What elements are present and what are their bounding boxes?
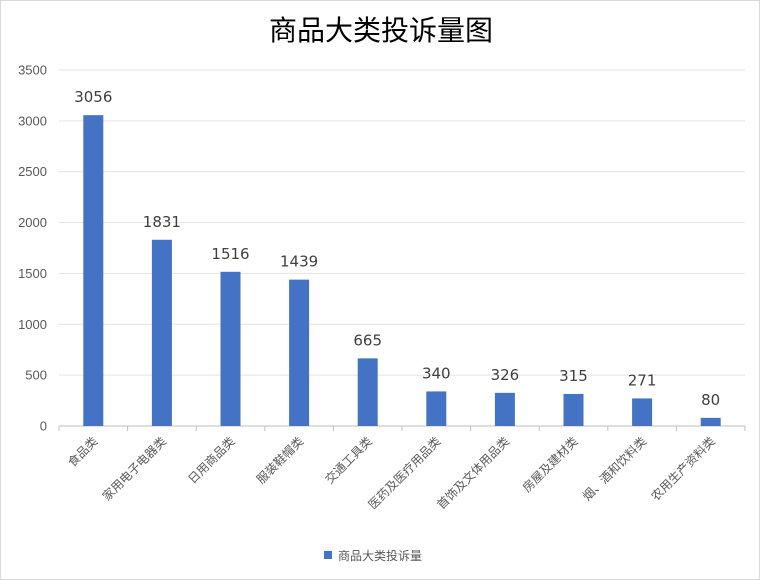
data-label: 315 bbox=[559, 367, 588, 385]
data-label: 326 bbox=[491, 366, 520, 384]
y-axis-ticks: 0 500 1000 1500 2000 2500 3000 3500 bbox=[18, 63, 47, 434]
y-tick-label: 500 bbox=[25, 368, 47, 383]
y-tick-label: 3000 bbox=[18, 113, 47, 128]
y-tick-label: 2000 bbox=[18, 215, 47, 230]
x-tick-label: 服装鞋帽类 bbox=[253, 434, 306, 487]
x-tick-label: 食品类 bbox=[64, 434, 100, 470]
legend: 商品大类投诉量 bbox=[324, 548, 422, 563]
bar bbox=[632, 398, 653, 426]
bar bbox=[220, 271, 241, 426]
data-label: 3056 bbox=[74, 88, 112, 106]
bar bbox=[289, 279, 310, 426]
bar bbox=[83, 115, 104, 427]
bar bbox=[151, 239, 172, 426]
y-tick-label: 2500 bbox=[18, 164, 47, 179]
data-label: 1439 bbox=[280, 253, 318, 271]
x-tick-label: 家用电子电器类 bbox=[99, 434, 169, 504]
y-tick-label: 0 bbox=[40, 419, 47, 434]
data-labels: 3056 1831 1516 1439 665 340 326 315 271 80 bbox=[74, 88, 720, 409]
x-axis-ticks: 食品类 家用电子电器类 日用商品类 服装鞋帽类 交通工具类医药及医疗用品类首饰及文体用品… bbox=[58, 426, 746, 512]
data-label: 665 bbox=[353, 331, 382, 349]
y-tick-label: 1500 bbox=[18, 266, 47, 281]
data-label: 80 bbox=[701, 391, 720, 409]
data-label: 1516 bbox=[211, 245, 249, 263]
data-label: 340 bbox=[422, 364, 451, 382]
chart-title: 商品大类投诉量图 bbox=[269, 14, 493, 47]
bar bbox=[700, 417, 721, 426]
legend-label: 商品大类投诉量 bbox=[338, 548, 422, 563]
bars bbox=[83, 115, 721, 427]
x-tick-label: 烟、酒和饮料类 bbox=[580, 434, 649, 503]
bar bbox=[426, 391, 447, 426]
x-tick-label: 农用生产资料类 bbox=[649, 434, 718, 503]
legend-swatch bbox=[324, 551, 332, 559]
x-tick-label: 房屋及建材类 bbox=[519, 434, 581, 496]
bar bbox=[494, 392, 515, 426]
y-tick-label: 1000 bbox=[18, 317, 47, 332]
x-tick-label: 日用商品类 bbox=[185, 434, 238, 487]
y-tick-label: 3500 bbox=[18, 63, 47, 78]
x-tick-label: 交通工具类 bbox=[322, 434, 375, 487]
x-tick-label: 首饰及文体用品类 bbox=[434, 434, 512, 512]
data-label: 271 bbox=[628, 371, 657, 389]
bar bbox=[563, 393, 584, 426]
bar bbox=[357, 358, 378, 426]
x-tick-label: 医药及医疗用品类 bbox=[366, 434, 444, 512]
data-label: 1831 bbox=[143, 213, 181, 231]
gridlines bbox=[59, 69, 745, 427]
